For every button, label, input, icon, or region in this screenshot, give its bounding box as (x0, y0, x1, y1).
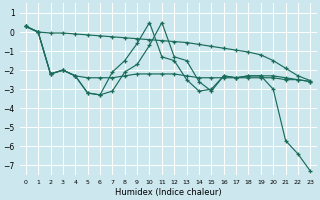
X-axis label: Humidex (Indice chaleur): Humidex (Indice chaleur) (115, 188, 221, 197)
